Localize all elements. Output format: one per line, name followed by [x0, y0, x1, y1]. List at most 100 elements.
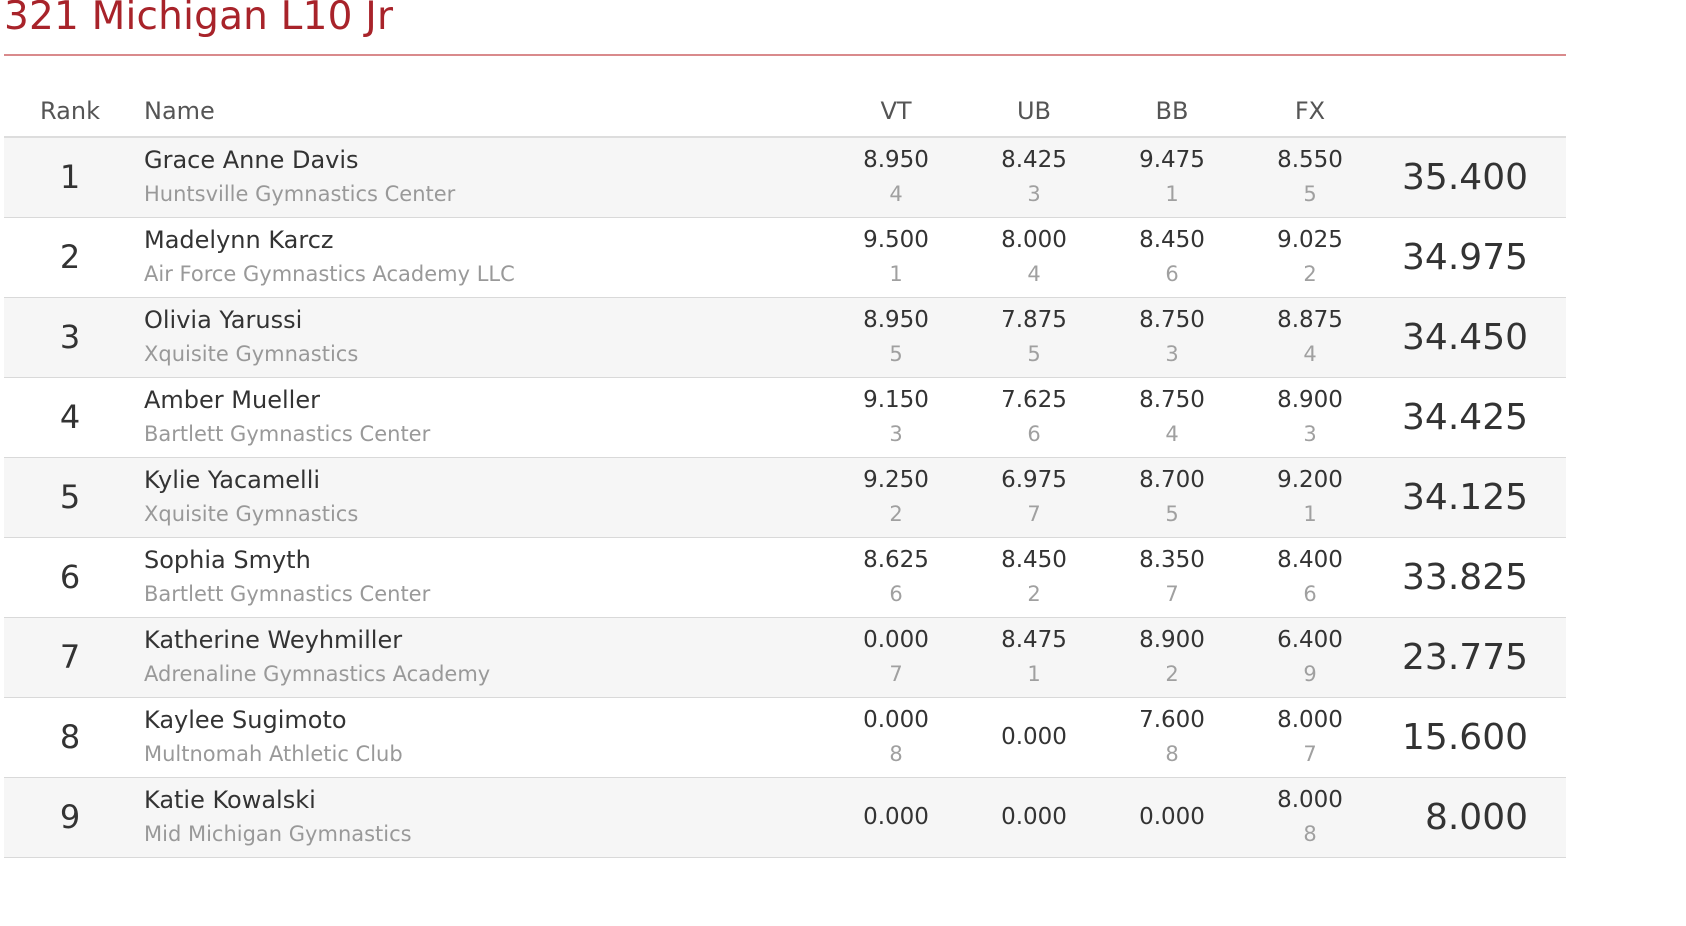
all-around-score: 23.775: [1402, 636, 1528, 678]
fx-score: 8.550: [1277, 147, 1343, 174]
fx-score: 8.875: [1277, 307, 1343, 333]
vt-place: 3: [889, 422, 903, 446]
athlete-name-link[interactable]: Madelynn Karcz: [144, 226, 334, 254]
vt-score: 0.000: [863, 804, 929, 830]
all-around-score: 34.975: [1402, 236, 1528, 278]
column-header-ub[interactable]: UB: [971, 86, 1097, 138]
vt-score: 9.500: [863, 227, 929, 253]
rank-cell: 9: [59, 798, 81, 836]
ub-cell: 0.000: [971, 697, 1097, 777]
bb-score: 8.350: [1139, 547, 1205, 573]
club-name: Bartlett Gymnastics Center: [144, 582, 431, 606]
fx-score: 8.400: [1277, 547, 1343, 573]
club-name: Multnomah Athletic Club: [144, 742, 403, 766]
athlete-name-link[interactable]: Olivia Yarussi: [144, 306, 303, 334]
table-row[interactable]: 6 Sophia Smyth Bartlett Gymnastics Center 8…: [4, 537, 1566, 617]
club-name: Mid Michigan Gymnastics: [144, 822, 412, 846]
header-row: Rank Name VT UB BB FX: [4, 86, 1566, 138]
fx-score: 8.900: [1277, 387, 1343, 413]
bb-score: 9.475: [1139, 147, 1205, 174]
fx-score: 8.000: [1277, 787, 1343, 813]
athlete-name-link[interactable]: Sophia Smyth: [144, 546, 311, 574]
fx-cell: 8.400 6: [1247, 537, 1373, 617]
athlete-name-link[interactable]: Katherine Weyhmiller: [144, 626, 403, 654]
ub-score: 0.000: [1001, 724, 1067, 750]
vt-cell: 0.000 7: [821, 617, 971, 697]
all-around-score: 15.600: [1402, 716, 1528, 758]
bb-score: 8.750: [1139, 307, 1205, 333]
athlete-cell: Madelynn Karcz Air Force Gymnastics Acade…: [136, 217, 821, 297]
rank-cell: 8: [59, 718, 81, 756]
table-row[interactable]: 4 Amber Mueller Bartlett Gymnastics Center…: [4, 377, 1566, 457]
bb-place: 7: [1165, 582, 1179, 606]
fx-place: 7: [1303, 742, 1317, 766]
athlete-cell: Katie Kowalski Mid Michigan Gymnastics: [136, 777, 821, 857]
vt-cell: 8.950 4: [821, 137, 971, 217]
athlete-name-link[interactable]: Kaylee Sugimoto: [144, 706, 347, 734]
table-row[interactable]: 7 Katherine Weyhmiller Adrenaline Gymnasti…: [4, 617, 1566, 697]
table-row[interactable]: 3 Olivia Yarussi Xquisite Gymnastics 8.950 5…: [4, 297, 1566, 377]
bb-place: 2: [1165, 662, 1179, 686]
fx-cell: 8.000 8: [1247, 777, 1373, 857]
fx-place: 6: [1303, 582, 1317, 606]
fx-score: 9.200: [1277, 467, 1343, 493]
rank-cell: 7: [59, 638, 81, 676]
all-around-score: 33.825: [1402, 556, 1528, 598]
rank-cell: 4: [59, 398, 81, 436]
all-around-score: 34.125: [1402, 476, 1528, 518]
ub-place: 2: [1027, 582, 1041, 606]
ub-place: 7: [1027, 502, 1041, 526]
column-header-rank[interactable]: Rank: [4, 86, 136, 138]
athlete-name-link[interactable]: Kylie Yacamelli: [144, 466, 321, 494]
bb-score: 7.600: [1139, 707, 1205, 733]
vt-place: 8: [889, 742, 903, 766]
fx-cell: 6.400 9: [1247, 617, 1373, 697]
athlete-cell: Sophia Smyth Bartlett Gymnastics Center: [136, 537, 821, 617]
ub-cell: 7.625 6: [971, 377, 1097, 457]
title-divider: [4, 54, 1566, 56]
vt-score: 9.250: [863, 467, 929, 493]
fx-cell: 8.550 5: [1247, 137, 1373, 217]
vt-cell: 9.150 3: [821, 377, 971, 457]
vt-cell: 8.625 6: [821, 537, 971, 617]
column-header-name[interactable]: Name: [136, 86, 821, 138]
table-row[interactable]: 2 Madelynn Karcz Air Force Gymnastics Acad…: [4, 217, 1566, 297]
table-row[interactable]: 1 Grace Anne Davis Huntsville Gymnastics C…: [4, 137, 1566, 217]
column-header-bb[interactable]: BB: [1097, 86, 1247, 138]
athlete-name-link[interactable]: Amber Mueller: [144, 386, 320, 414]
athlete-name-link[interactable]: Grace Anne Davis: [144, 146, 359, 175]
ub-score: 8.000: [1001, 227, 1067, 253]
ub-score: 7.875: [1001, 307, 1067, 333]
table-row[interactable]: 5 Kylie Yacamelli Xquisite Gymnastics 9.250…: [4, 457, 1566, 537]
fx-place: 3: [1303, 422, 1317, 446]
table-row[interactable]: 9 Katie Kowalski Mid Michigan Gymnastics 0.…: [4, 777, 1566, 857]
rank-cell: 3: [59, 318, 81, 356]
fx-cell: 8.900 3: [1247, 377, 1373, 457]
fx-place: 9: [1303, 662, 1317, 686]
column-header-vt[interactable]: VT: [821, 86, 971, 138]
all-around-score: 34.450: [1402, 316, 1528, 358]
bb-cell: 8.900 2: [1097, 617, 1247, 697]
athlete-cell: Olivia Yarussi Xquisite Gymnastics: [136, 297, 821, 377]
club-name: Xquisite Gymnastics: [144, 342, 359, 366]
ub-score: 8.450: [1001, 547, 1067, 573]
club-name: Huntsville Gymnastics Center: [144, 182, 456, 207]
ub-score: 0.000: [1001, 804, 1067, 830]
ub-cell: 6.975 7: [971, 457, 1097, 537]
bb-cell: 9.475 1: [1097, 137, 1247, 217]
athlete-name-link[interactable]: Katie Kowalski: [144, 786, 316, 814]
bb-place: 5: [1165, 502, 1179, 526]
vt-place: 1: [889, 262, 903, 286]
ub-score: 7.625: [1001, 387, 1067, 413]
column-header-fx[interactable]: FX: [1247, 86, 1373, 138]
fx-place: 4: [1303, 342, 1317, 366]
bb-score: 8.450: [1139, 227, 1205, 253]
bb-score: 8.900: [1139, 627, 1205, 653]
bb-score: 0.000: [1139, 804, 1205, 830]
table-row[interactable]: 8 Kaylee Sugimoto Multnomah Athletic Club 0…: [4, 697, 1566, 777]
vt-place: 7: [889, 662, 903, 686]
vt-place: 6: [889, 582, 903, 606]
ub-place: 5: [1027, 342, 1041, 366]
athlete-cell: Kaylee Sugimoto Multnomah Athletic Club: [136, 697, 821, 777]
fx-score: 9.025: [1277, 227, 1343, 253]
